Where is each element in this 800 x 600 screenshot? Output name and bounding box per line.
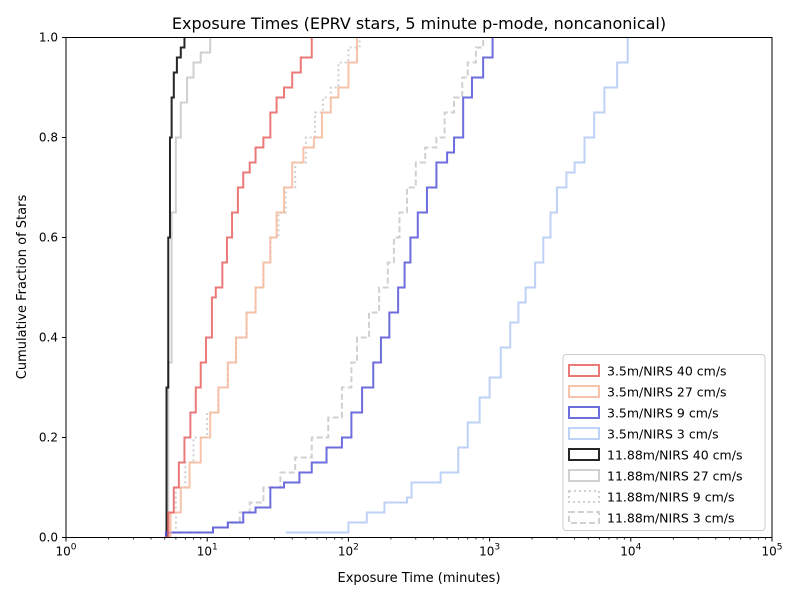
legend-swatch [568, 469, 600, 482]
series-line-5 [164, 37, 212, 538]
legend-swatch [568, 448, 600, 461]
legend-label: 3.5m/NIRS 40 cm/s [607, 364, 727, 379]
legend-swatch [568, 427, 600, 440]
legend-label: 11.88m/NIRS 40 cm/s [607, 448, 742, 463]
x-tick-base: 10 [55, 545, 70, 559]
chart-title: Exposure Times (EPRV stars, 5 minute p-m… [172, 14, 666, 33]
x-tick-label: 103 [479, 543, 500, 559]
x-tick-exponent: 4 [636, 543, 642, 553]
y-tick-label: 1.0 [39, 31, 58, 45]
x-tick-label: 101 [197, 543, 218, 559]
x-tick-exponent: 2 [353, 543, 359, 553]
legend-label: 11.88m/NIRS 9 cm/s [607, 490, 735, 505]
y-tick-label: 0.6 [39, 231, 58, 245]
x-axis: 100 101 102 103 104 105 [55, 537, 783, 559]
x-tick-exponent: 5 [777, 543, 783, 553]
x-tick-label: 105 [761, 543, 782, 559]
series-line-0 [164, 37, 313, 538]
series-line-7 [164, 37, 485, 538]
x-tick-base: 10 [479, 545, 494, 559]
x-tick-base: 10 [620, 545, 635, 559]
x-axis-label: Exposure Time (minutes) [337, 571, 500, 586]
legend-box [562, 354, 766, 531]
x-tick-base: 10 [197, 545, 212, 559]
legend-label: 3.5m/NIRS 9 cm/s [607, 406, 719, 421]
series-line-3 [285, 37, 629, 534]
legend-swatch [568, 364, 600, 377]
series-line-2 [164, 37, 494, 538]
x-tick-exponent: 3 [494, 543, 500, 553]
x-tick-base: 10 [761, 545, 776, 559]
y-tick-label: 0.2 [39, 431, 58, 445]
x-tick-base: 10 [338, 545, 353, 559]
x-tick-label: 100 [55, 543, 76, 559]
x-tick-label: 104 [620, 543, 641, 559]
legend-label: 11.88m/NIRS 3 cm/s [607, 511, 735, 526]
legend-swatch [568, 385, 600, 398]
legend-label: 11.88m/NIRS 27 cm/s [607, 469, 742, 484]
legend-swatch [568, 406, 600, 419]
x-tick-exponent: 1 [212, 543, 218, 553]
legend-label: 3.5m/NIRS 27 cm/s [607, 385, 727, 400]
legend-label: 3.5m/NIRS 3 cm/s [607, 427, 719, 442]
series-line-4 [164, 37, 186, 538]
x-tick-label: 102 [338, 543, 359, 559]
y-tick-label: 0.8 [39, 131, 58, 145]
series-line-1 [164, 37, 358, 538]
axes-frame [65, 37, 773, 538]
plot-area [164, 37, 629, 538]
y-tick-label: 0.0 [39, 531, 58, 545]
legend-swatch [568, 511, 600, 524]
y-tick-label: 0.4 [39, 331, 58, 345]
legend: 3.5m/NIRS 40 cm/s 3.5m/NIRS 27 cm/s 3.5m/N… [562, 354, 766, 531]
legend-swatch [568, 490, 600, 503]
y-axis: 0.0 0.2 0.4 0.6 0.8 1.0 [39, 31, 66, 545]
x-tick-exponent: 0 [71, 543, 77, 553]
y-axis-label: Cumulative Fraction of Stars [15, 195, 30, 380]
series-layer [164, 37, 629, 538]
